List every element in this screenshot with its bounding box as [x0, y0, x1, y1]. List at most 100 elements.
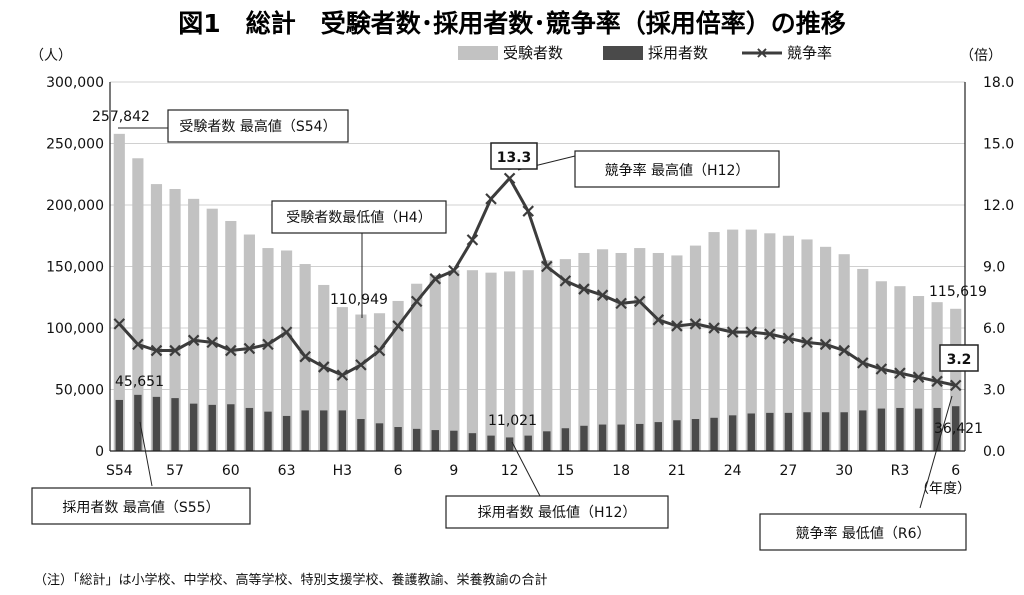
applicants-bar	[931, 302, 943, 451]
ratio-point	[708, 322, 720, 334]
ratio-point	[615, 297, 627, 310]
ratio-point	[132, 338, 144, 351]
applicants-bar	[132, 158, 144, 451]
ratio-line-path	[118, 176, 957, 387]
ratio-point	[317, 361, 330, 373]
ratio-point-stroke	[912, 371, 925, 383]
hires-bar	[747, 413, 755, 451]
ratio-point-stroke	[113, 318, 126, 330]
hires-bar	[840, 412, 848, 451]
hires-bar	[450, 430, 458, 451]
applicants-bar	[820, 246, 832, 451]
callout-applicants-min: 受験者数最低値（H4）	[271, 200, 447, 234]
ratio-point	[187, 334, 200, 347]
ratio-point-stroke	[764, 328, 776, 340]
hires-bar	[859, 410, 867, 451]
applicants-bar	[727, 229, 739, 451]
applicants-bar	[281, 250, 293, 451]
applicants-bar	[448, 270, 460, 451]
hires-bar	[431, 430, 439, 451]
ratio-point	[225, 344, 237, 357]
callout-applicants-max: 受験者数 最高値（S54）	[167, 109, 349, 143]
hires-bar	[784, 412, 793, 451]
hires-bar	[301, 410, 309, 451]
y-right-tick-label: 18.0	[983, 75, 1014, 91]
applicants-bar	[522, 270, 534, 451]
applicants-bar	[912, 296, 925, 451]
applicants-bar	[764, 233, 776, 451]
hires-bar	[561, 428, 570, 451]
ratio-point-stroke	[336, 369, 349, 381]
x-axis-unit: （年度）	[915, 481, 971, 497]
tick-labels: 0 50,000 100,000 150,000 200,000 250,000 300,0…	[46, 75, 1014, 479]
y-left-tick-label: 250,000	[46, 137, 104, 153]
hires-bar	[320, 410, 328, 451]
y-left-tick-label: 100,000	[46, 321, 104, 337]
x-tick-label: 24	[724, 463, 742, 479]
ratio-point-stroke	[894, 367, 906, 379]
ratio-point-stroke	[225, 344, 237, 357]
ratio-point-stroke	[708, 322, 720, 334]
ratio-point-stroke	[856, 357, 869, 369]
ratio-point	[856, 357, 869, 369]
ratio-point-stroke	[745, 326, 758, 338]
ratio-point-stroke	[150, 344, 163, 357]
ratio-point-stroke	[392, 320, 404, 332]
legend-hires-label: 採用者数	[648, 44, 708, 62]
ratio-point-stroke	[280, 326, 293, 338]
label-applicants-min: 110,949	[330, 292, 388, 308]
callout-hires-min: 採用者数 最低値（H12）	[445, 495, 669, 529]
hires-bar	[914, 408, 923, 451]
y-right-tick-label: 3.0	[983, 383, 1005, 399]
y-left-tick-label: 0	[95, 444, 104, 460]
applicants-bar	[559, 259, 571, 451]
hires-bars	[115, 394, 960, 451]
left-axis-unit: （人）	[30, 48, 72, 64]
callout-ratio-max: 競争率 最高値（H12）	[574, 150, 780, 188]
applicants-bar	[652, 252, 664, 451]
label-ratio-min-box: 3.2	[939, 344, 979, 372]
ratio-point	[336, 369, 349, 381]
ratio-point	[243, 342, 256, 355]
ratio-point	[503, 172, 516, 185]
y-left-tick-label: 200,000	[46, 198, 104, 214]
y-right-tick-label: 6.0	[983, 321, 1005, 337]
legend-applicants-swatch	[458, 46, 498, 60]
right-axis-unit: （倍）	[960, 48, 1002, 64]
x-tick-label: 30	[835, 463, 853, 479]
hires-bar	[933, 407, 941, 451]
applicants-bar	[169, 189, 181, 451]
hires-bar	[617, 424, 625, 451]
x-tick-label: 6	[951, 463, 960, 479]
ratio-point	[801, 336, 813, 349]
ratio-point-stroke	[689, 318, 702, 330]
x-tick-label: 18	[612, 463, 630, 479]
applicants-bar	[113, 133, 125, 451]
hires-bar	[338, 410, 347, 451]
footnote: （注）「総計」は小学校、中学校、高等学校、特別支援学校、養護教諭、栄養教諭の合計	[34, 572, 548, 588]
hires-bar	[152, 396, 161, 451]
axes	[109, 82, 966, 452]
y-right-tick-label: 12.0	[983, 198, 1014, 214]
ratio-point	[633, 295, 646, 308]
applicants-bar	[188, 198, 200, 451]
ratio-point-stroke	[503, 172, 516, 185]
ratio-point	[541, 260, 553, 273]
ratio-point-stroke	[243, 342, 256, 355]
ratio-point-stroke	[671, 320, 683, 332]
hires-bar	[803, 412, 811, 451]
ratio-point	[671, 320, 683, 332]
applicants-bar	[838, 254, 850, 451]
x-tick-label: 12	[501, 463, 519, 479]
ratio-point	[448, 264, 460, 277]
ratio-point	[299, 350, 311, 363]
ratio-point-stroke	[522, 205, 534, 217]
hires-bar	[543, 431, 551, 451]
ratio-point-stroke	[299, 350, 311, 363]
x-tick-label: 60	[222, 463, 240, 479]
hires-bar	[171, 398, 179, 451]
applicants-bar	[857, 268, 869, 451]
hires-bar	[598, 424, 607, 451]
callout-ratio-min-text: 競争率 最低値（R6）	[795, 525, 930, 542]
